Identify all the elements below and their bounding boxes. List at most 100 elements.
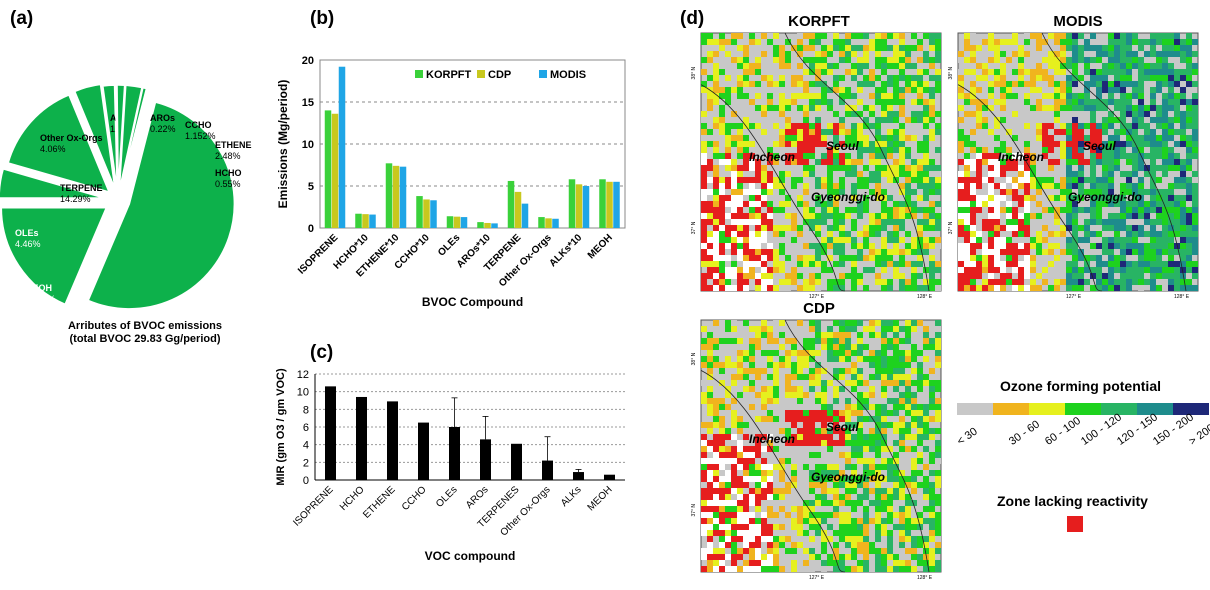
map-cell — [791, 506, 797, 512]
map-cell — [970, 231, 976, 237]
map-cell — [1030, 135, 1036, 141]
map-cell — [1132, 111, 1138, 117]
map-cell — [1018, 183, 1024, 189]
map-cell — [839, 338, 845, 344]
map-cell — [839, 159, 845, 165]
city-label-incheon: Incheon — [749, 150, 795, 164]
map-cell — [1042, 279, 1048, 285]
map-cell — [1162, 225, 1168, 231]
map-cell — [988, 207, 994, 213]
map-cell — [1000, 273, 1006, 279]
map-cell — [1084, 57, 1090, 63]
map-cell — [1162, 285, 1168, 291]
map-cell — [731, 554, 737, 560]
map-cell — [1096, 267, 1102, 273]
map-cell — [815, 560, 821, 566]
map-cell — [1180, 201, 1186, 207]
map-cell — [863, 33, 869, 39]
map-cell — [1162, 147, 1168, 153]
map-cell — [1078, 93, 1084, 99]
map-cell — [707, 255, 713, 261]
map-cell — [773, 464, 779, 470]
map-cell — [1060, 123, 1066, 129]
map-cell — [1060, 39, 1066, 45]
map-cell — [731, 482, 737, 488]
map-cell — [881, 506, 887, 512]
map-cell — [725, 338, 731, 344]
map-cell — [779, 165, 785, 171]
map-cell — [869, 99, 875, 105]
map-cell — [785, 410, 791, 416]
map-cell — [911, 434, 917, 440]
map-cell — [1024, 255, 1030, 261]
map-cell — [1030, 177, 1036, 183]
map-cell — [725, 398, 731, 404]
map-cell — [1024, 171, 1030, 177]
map-cell — [1060, 249, 1066, 255]
pie-label-value: 4.46% — [15, 239, 41, 249]
map-cell — [1018, 231, 1024, 237]
map-cell — [935, 338, 941, 344]
map-cell — [905, 279, 911, 285]
map-cell — [863, 542, 869, 548]
map-cell — [1066, 129, 1072, 135]
map-cell — [958, 75, 964, 81]
map-cell — [905, 566, 911, 572]
map-cell — [1168, 81, 1174, 87]
map-cell — [851, 63, 857, 69]
map-cell — [988, 57, 994, 63]
map-cell — [785, 81, 791, 87]
map-cell — [797, 410, 803, 416]
map-cell — [917, 440, 923, 446]
map-cell — [731, 273, 737, 279]
map-cell — [863, 548, 869, 554]
map-cell — [1006, 141, 1012, 147]
map-cell — [761, 320, 767, 326]
map-cell — [749, 177, 755, 183]
map-cell — [1192, 225, 1198, 231]
map-cell — [1108, 267, 1114, 273]
map-cell — [917, 386, 923, 392]
map-cell — [923, 464, 929, 470]
map-cell — [1168, 63, 1174, 69]
x-tick-label: ALKs — [559, 484, 584, 509]
map-cell — [791, 476, 797, 482]
map-cell — [905, 338, 911, 344]
map-cell — [839, 566, 845, 572]
map-cell — [905, 344, 911, 350]
map-cell — [1048, 159, 1054, 165]
map-cell — [761, 57, 767, 63]
map-cell — [893, 267, 899, 273]
map-cell — [1156, 51, 1162, 57]
map-cell — [1024, 69, 1030, 75]
map-cell — [982, 267, 988, 273]
map-cell — [1150, 93, 1156, 99]
map-cell — [875, 368, 881, 374]
map-cell — [707, 93, 713, 99]
map-cell — [1192, 141, 1198, 147]
map-cell — [911, 470, 917, 476]
map-cell — [863, 530, 869, 536]
map-cell — [827, 554, 833, 560]
map-cell — [737, 458, 743, 464]
map-cell — [761, 500, 767, 506]
map-cell — [881, 105, 887, 111]
map-cell — [767, 123, 773, 129]
map-cell — [773, 87, 779, 93]
map-cell — [976, 165, 982, 171]
map-cell — [1030, 87, 1036, 93]
lon-tick: 128° E — [1174, 294, 1190, 300]
map-cell — [881, 494, 887, 500]
map-cell — [875, 273, 881, 279]
map-cell — [1120, 81, 1126, 87]
map-cell — [749, 99, 755, 105]
map-cell — [1000, 189, 1006, 195]
map-cell — [797, 428, 803, 434]
map-cell — [713, 279, 719, 285]
map-cell — [1192, 207, 1198, 213]
map-cell — [905, 326, 911, 332]
map-cell — [791, 344, 797, 350]
map-cell — [779, 404, 785, 410]
map-cell — [1006, 123, 1012, 129]
map-cell — [833, 404, 839, 410]
